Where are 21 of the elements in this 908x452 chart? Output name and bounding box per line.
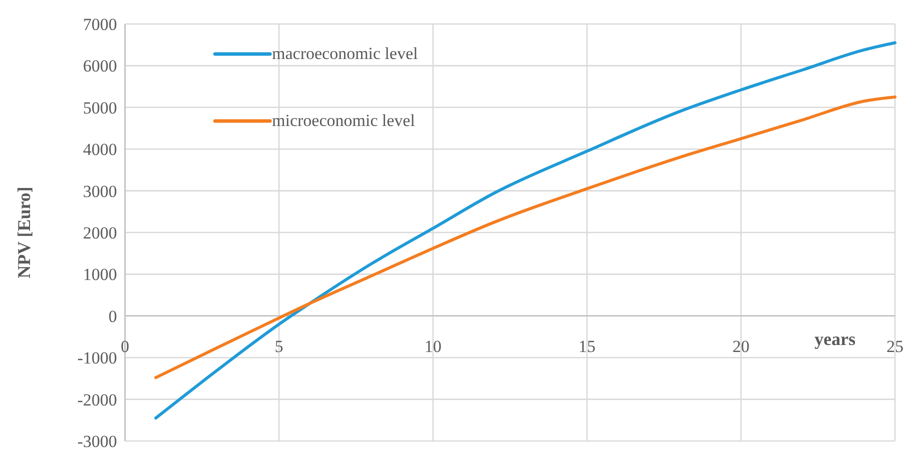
x-axis-title: years — [814, 328, 856, 349]
y-tick-label: 4000 — [83, 140, 117, 160]
legend-label: microeconomic level — [272, 111, 416, 130]
y-tick-label: -3000 — [77, 432, 117, 451]
y-tick-label: 3000 — [83, 182, 117, 201]
y-tick-label: -1000 — [77, 348, 117, 368]
x-tick-label: 20 — [732, 336, 750, 356]
y-tick-label: -2000 — [77, 390, 117, 410]
y-tick-label: 0 — [108, 306, 117, 326]
legend-label: macroeconomic level — [272, 44, 418, 64]
y-tick-label: 5000 — [83, 98, 117, 118]
y-axis-title: NPV [Euro] — [14, 186, 34, 278]
x-tick-label: 15 — [578, 336, 596, 356]
x-tick-label: 5 — [274, 336, 284, 356]
y-tick-label: 1000 — [83, 265, 117, 284]
y-tick-label: 2000 — [83, 223, 117, 242]
x-tick-label: 25 — [886, 336, 904, 356]
x-tick-label: 0 — [120, 336, 130, 356]
y-tick-label: 7000 — [83, 14, 117, 34]
x-tick-label: 10 — [424, 336, 442, 356]
y-tick-label: 6000 — [83, 56, 117, 76]
